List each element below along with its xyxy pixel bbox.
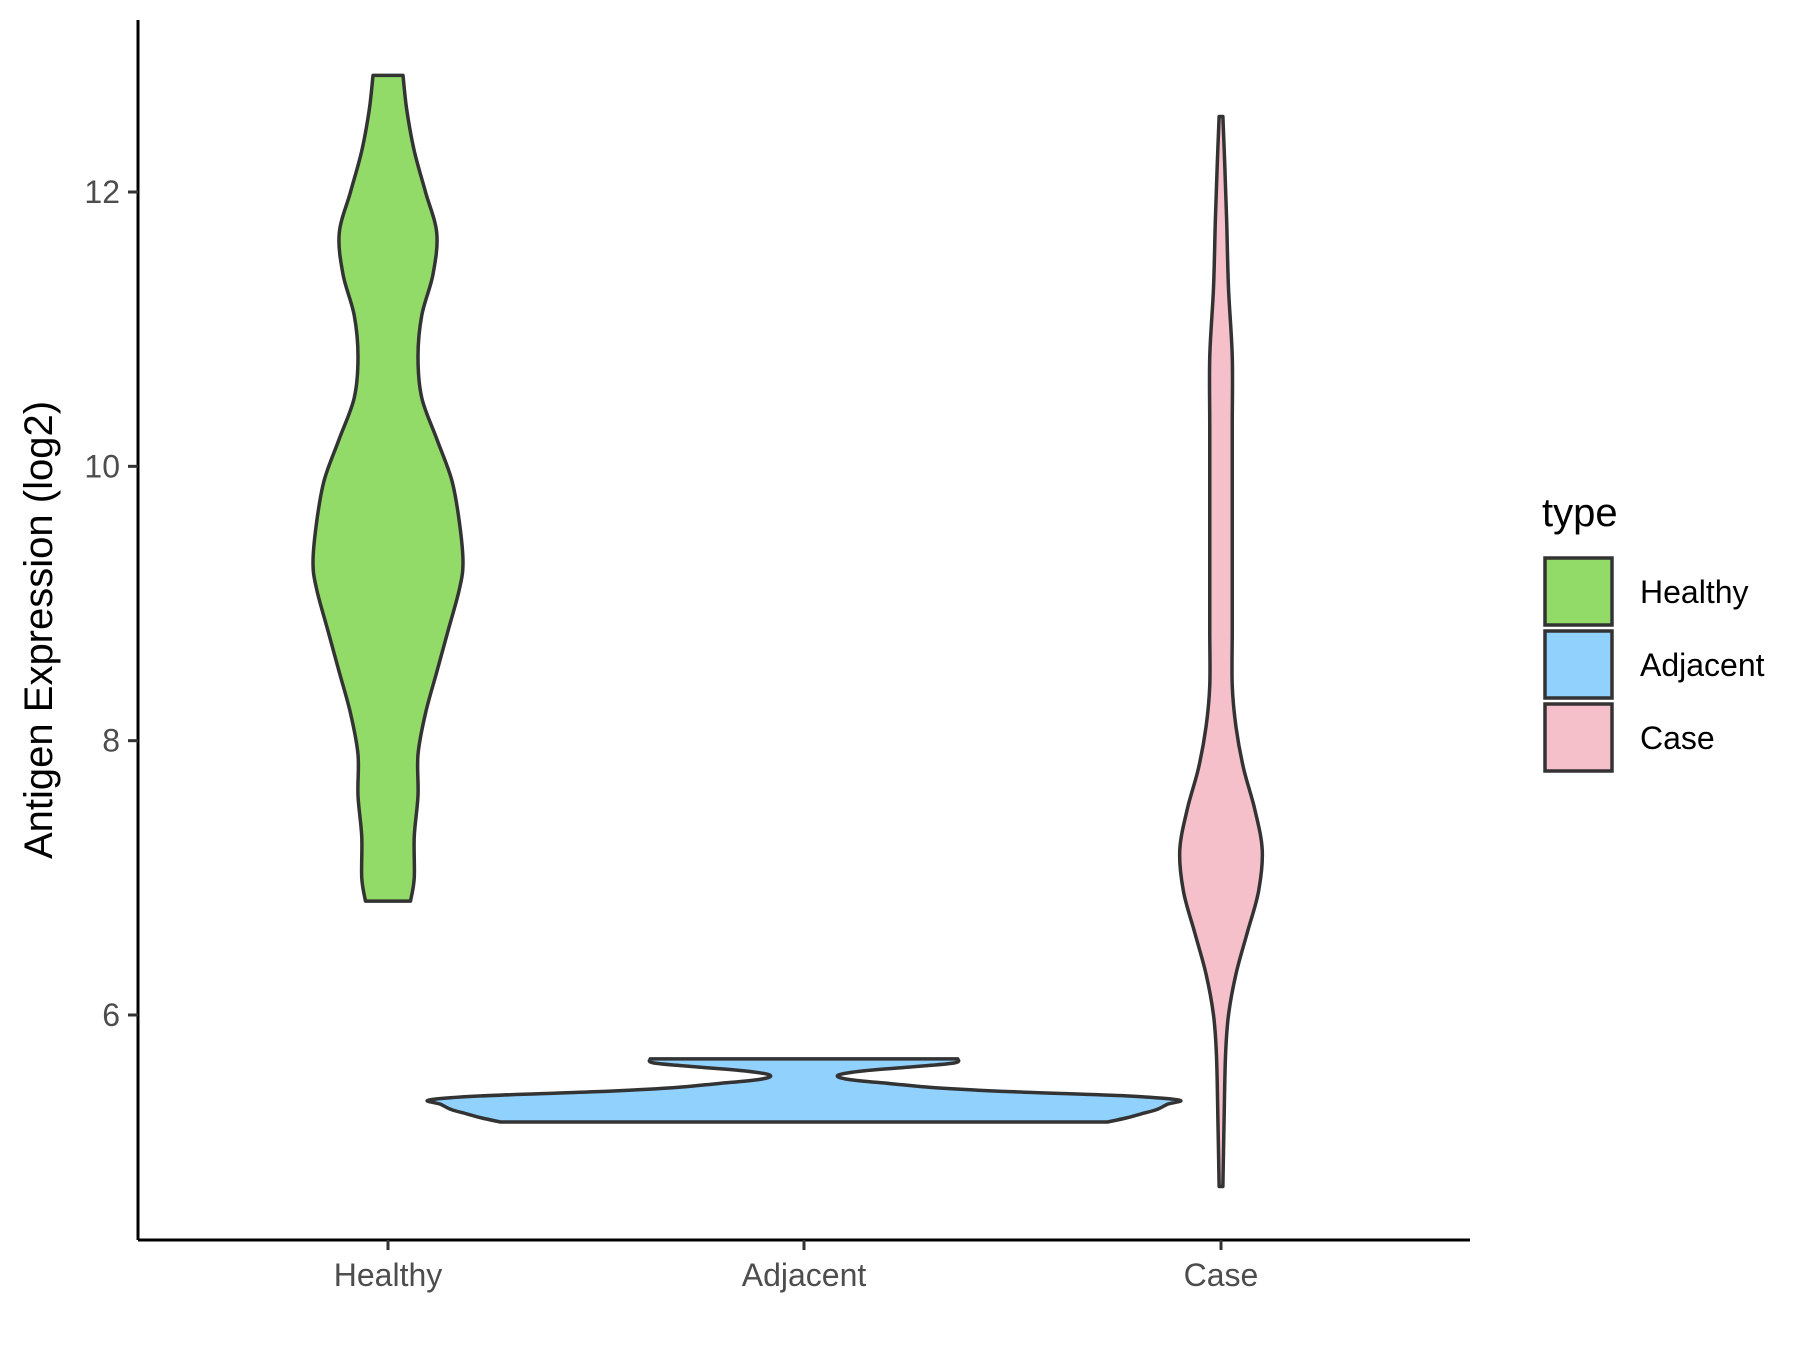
violin-case [1177, 114, 1265, 1189]
y-tick-label: 8 [102, 723, 120, 759]
violin-healthy [311, 73, 465, 903]
legend-swatch-healthy [1543, 556, 1614, 627]
x-tick-label: Adjacent [742, 1257, 867, 1293]
y-tick-label: 10 [84, 448, 120, 484]
legend-swatch-adjacent [1543, 629, 1614, 700]
x-tick-label: Case [1184, 1257, 1259, 1293]
legend: type Healthy Adjacent Case [1542, 491, 1765, 773]
legend-swatch-case [1543, 702, 1614, 773]
y-tick-label: 6 [102, 997, 120, 1033]
violin-adjacent [425, 1057, 1183, 1124]
legend-title: type [1542, 491, 1618, 535]
x-tick-label: Healthy [334, 1257, 443, 1293]
violin-layer [311, 73, 1265, 1189]
axes-layer: 6 8 10 12 Healthy Adjacent Case [84, 20, 1470, 1293]
y-tick-label: 12 [84, 174, 120, 210]
legend-label-case: Case [1640, 720, 1715, 756]
y-axis-title: Antigen Expression (log2) [17, 401, 61, 859]
legend-label-adjacent: Adjacent [1640, 647, 1765, 683]
legend-label-healthy: Healthy [1640, 574, 1749, 610]
